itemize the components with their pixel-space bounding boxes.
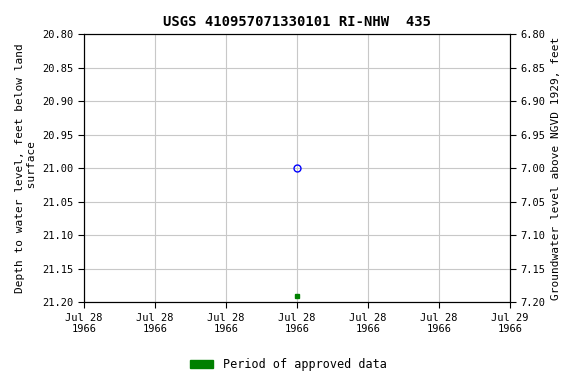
Y-axis label: Groundwater level above NGVD 1929, feet: Groundwater level above NGVD 1929, feet (551, 37, 561, 300)
Title: USGS 410957071330101 RI-NHW  435: USGS 410957071330101 RI-NHW 435 (163, 15, 431, 29)
Legend: Period of approved data: Period of approved data (185, 354, 391, 376)
Y-axis label: Depth to water level, feet below land
 surface: Depth to water level, feet below land su… (15, 43, 37, 293)
